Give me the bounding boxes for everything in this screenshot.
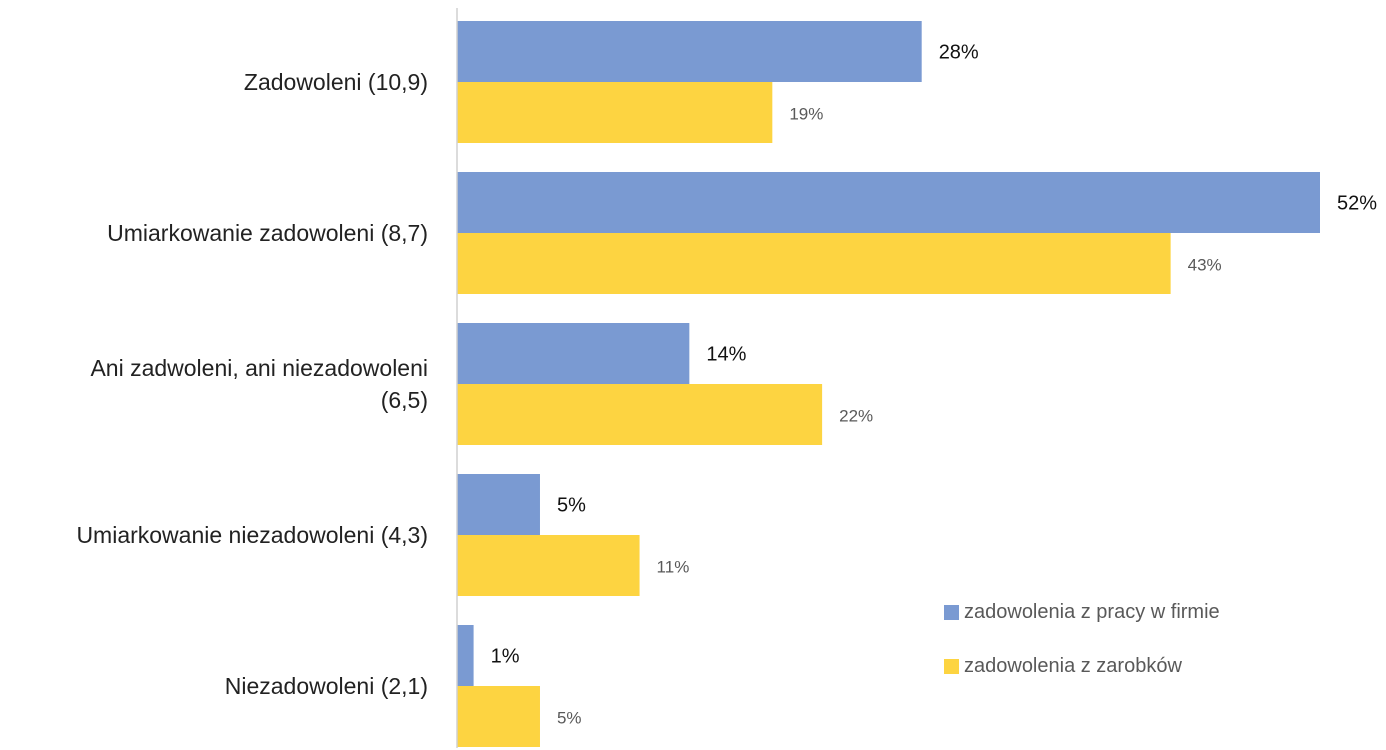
- data-label-series-2: 43%: [1188, 256, 1222, 275]
- data-label-series-1: 52%: [1337, 193, 1377, 215]
- legend-label-series-1: zadowolenia z pracy w firmie: [964, 600, 1220, 623]
- data-label-series-2: 19%: [789, 105, 823, 124]
- legend: zadowolenia z pracy w firmie zadowolenia…: [944, 598, 1220, 706]
- category-label: Niezadowoleni (2,1): [225, 673, 428, 699]
- data-label-series-2: 11%: [657, 558, 690, 577]
- data-label-series-1: 28%: [939, 42, 979, 64]
- category-label-line: Zadowoleni (10,9): [244, 69, 428, 95]
- bars-layer: [457, 21, 1320, 747]
- category-label-line: Ani zadwoleni, ani niezadowoleni: [90, 355, 428, 381]
- legend-swatch-series-2: [944, 658, 959, 674]
- bar-series-1: [457, 21, 922, 82]
- category-label: Umiarkowanie niezadowoleni (4,3): [76, 522, 428, 548]
- bar-series-1: [457, 323, 690, 384]
- category-label-line: Umiarkowanie niezadowoleni (4,3): [76, 522, 428, 548]
- legend-label-series-2: zadowolenia z zarobków: [964, 654, 1182, 677]
- category-label-line: Niezadowoleni (2,1): [225, 673, 428, 699]
- legend-item-series-1: zadowolenia z pracy w firmie: [944, 598, 1220, 626]
- labels-layer: Zadowoleni (10,9) 28% 19% Umiarkowanie zado…: [76, 42, 1377, 728]
- bar-series-2: [457, 686, 540, 747]
- data-label-series-1: 5%: [557, 495, 586, 517]
- bar-series-2: [457, 535, 640, 596]
- category-label: Ani zadwoleni, ani niezadowoleni (6,5): [90, 355, 428, 413]
- bar-series-1: [457, 625, 474, 686]
- bar-series-1: [457, 474, 540, 535]
- category-label-line: Umiarkowanie zadowoleni (8,7): [107, 220, 428, 246]
- bar-series-1: [457, 172, 1320, 233]
- legend-item-series-2: zadowolenia z zarobków: [944, 652, 1220, 680]
- bar-series-2: [457, 233, 1171, 294]
- legend-swatch-series-1: [944, 604, 959, 620]
- bar-series-2: [457, 384, 823, 445]
- data-label-series-1: 14%: [706, 344, 746, 366]
- category-label: Umiarkowanie zadowoleni (8,7): [107, 220, 428, 246]
- bar-series-2: [457, 82, 773, 143]
- data-label-series-1: 1%: [491, 646, 520, 668]
- data-label-series-2: 22%: [839, 407, 873, 426]
- category-label: Zadowoleni (10,9): [244, 69, 428, 95]
- data-label-series-2: 5%: [557, 709, 582, 728]
- category-label-line: (6,5): [381, 387, 428, 413]
